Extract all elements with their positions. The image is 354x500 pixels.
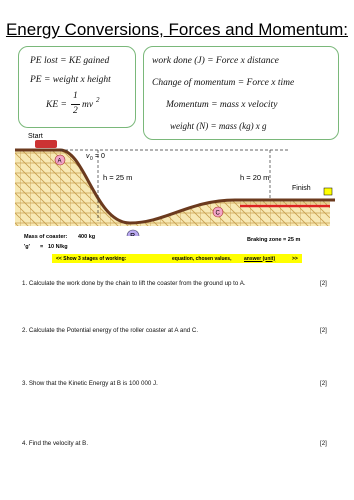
formula: PE lost = KE gained <box>30 56 110 66</box>
banner <box>52 254 302 263</box>
formula: KE = <box>46 100 67 110</box>
marks: [2] <box>320 327 327 334</box>
info: 10 N/kg <box>48 244 68 250</box>
banner-text: equation, chosen values, <box>172 255 232 262</box>
info: = <box>40 244 44 250</box>
power: 2 <box>96 96 100 104</box>
finish-flag <box>323 187 333 196</box>
question: 3. Show that the Kinetic Energy at B is … <box>22 380 158 387</box>
point-b <box>126 229 140 236</box>
label: Braking zone = 25 m <box>247 237 301 243</box>
label: v <box>86 153 90 160</box>
marks: [2] <box>320 280 327 287</box>
marks: [2] <box>320 380 327 387</box>
question: 4. Find the velocity at B. <box>22 440 89 447</box>
label: B <box>130 232 135 236</box>
label: Finish <box>292 185 311 192</box>
banner-text: answer (unit) <box>244 255 276 262</box>
roller-coaster-diagram: Start A C B v 0 = 0 h = 25 m h = 20 m Fi… <box>15 133 335 236</box>
formula: weight (N) = mass (kg) x g <box>170 121 267 131</box>
label: Start <box>28 133 43 140</box>
formula: work done (J) = Force x distance <box>152 56 279 66</box>
label: A <box>58 159 62 165</box>
formula: Momentum = mass x velocity <box>166 100 278 110</box>
formula: Change of momentum = Force x time <box>152 78 295 88</box>
formula-box <box>143 46 339 140</box>
coaster-car <box>35 140 57 148</box>
info: 400 kg <box>78 234 96 240</box>
info: 'g' <box>24 244 30 250</box>
marks: [2] <box>320 440 327 447</box>
point-a <box>54 154 66 166</box>
formula-box <box>18 46 136 128</box>
fraction-num: 1 <box>73 91 78 101</box>
label: h = 25 m <box>103 173 132 182</box>
fraction-bar <box>71 104 80 105</box>
question: 1. Calculate the work done by the chain … <box>22 280 246 287</box>
point-c <box>212 206 224 218</box>
banner-text: >> <box>292 255 298 262</box>
info: Mass of coaster: <box>24 234 68 240</box>
label: 0 <box>90 156 93 162</box>
fraction-den: 2 <box>73 106 78 116</box>
label: C <box>216 211 221 217</box>
banner-text: << Show 3 stages of working: <box>56 255 127 262</box>
formula: PE = weight x height <box>30 75 111 85</box>
title: Energy Conversions, Forces and Momentum: <box>5 20 349 39</box>
track <box>15 148 335 225</box>
question: 2. Calculate the Potential energy of the… <box>22 327 199 334</box>
formula: mv <box>82 100 94 110</box>
label: h = 20 m <box>240 173 269 182</box>
label: = 0 <box>95 153 105 160</box>
